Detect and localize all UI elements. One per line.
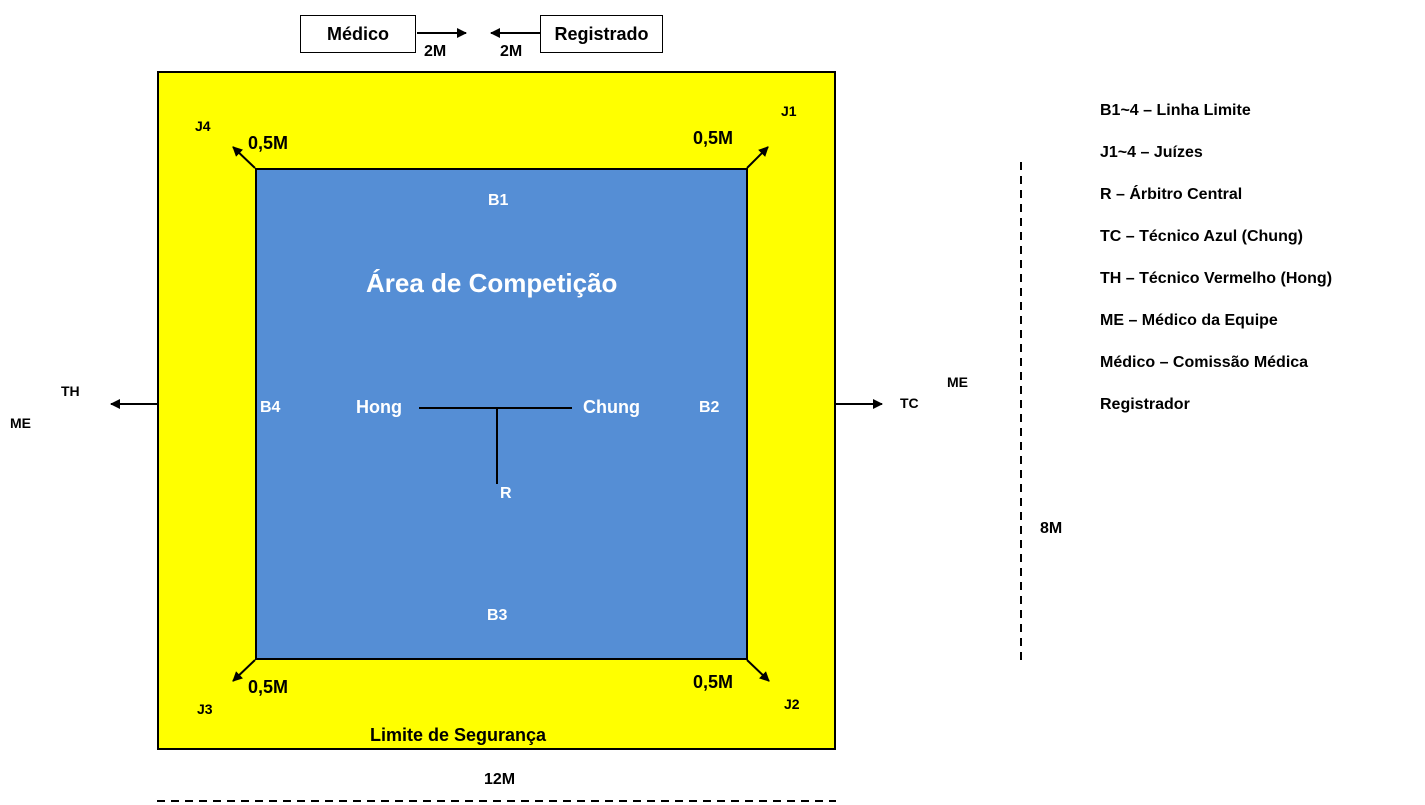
competition-area bbox=[255, 168, 748, 660]
distance-bottom-right: 0,5M bbox=[693, 672, 734, 692]
arrow-bottom-right bbox=[746, 659, 770, 682]
height-dimension-label: 8M bbox=[1040, 520, 1063, 537]
referee-label: R bbox=[500, 485, 512, 502]
legend-item-team-doctor: ME – Médico da Equipe bbox=[1100, 312, 1278, 329]
left-me-label: ME bbox=[10, 415, 31, 431]
registrado-distance: 2M bbox=[500, 43, 523, 60]
medico-distance: 2M bbox=[424, 43, 447, 60]
right-tc-label: TC bbox=[900, 395, 919, 411]
medico-box: Médico bbox=[300, 15, 416, 53]
hong-label: Hong bbox=[356, 397, 402, 417]
judge-j1: J1 bbox=[781, 103, 797, 119]
judge-j2: J2 bbox=[784, 696, 800, 712]
arrow-top-left bbox=[232, 146, 256, 169]
right-me-label: ME bbox=[947, 374, 968, 390]
medico-label: Médico bbox=[326, 23, 389, 44]
width-dimension-label: 12M bbox=[484, 771, 516, 788]
distance-top-left: 0,5M bbox=[248, 133, 289, 153]
registrado-box: Registrado bbox=[540, 15, 663, 53]
registrado-label: Registrado bbox=[554, 23, 649, 44]
legend-item-recorder: Registrador bbox=[1100, 396, 1190, 413]
competition-area-title: Área de Competição bbox=[366, 268, 618, 298]
boundary-b4: B4 bbox=[260, 399, 281, 416]
arrow-top-right bbox=[746, 146, 769, 169]
distance-bottom-left: 0,5M bbox=[248, 677, 289, 697]
legend-item-red-coach: TH – Técnico Vermelho (Hong) bbox=[1100, 270, 1333, 287]
judge-j3: J3 bbox=[197, 701, 213, 717]
left-th-label: TH bbox=[61, 383, 80, 399]
boundary-b2: B2 bbox=[699, 399, 720, 416]
arrow-bottom-left bbox=[232, 659, 256, 682]
legend-item-boundary: B1~4 – Linha Limite bbox=[1100, 102, 1251, 119]
judge-j4: J4 bbox=[195, 118, 211, 134]
distance-top-right: 0,5M bbox=[693, 128, 734, 148]
boundary-b3: B3 bbox=[487, 607, 508, 624]
legend-item-referee: R – Árbitro Central bbox=[1100, 186, 1243, 203]
safety-boundary-label: Limite de Segurança bbox=[370, 725, 547, 745]
boundary-b1: B1 bbox=[488, 192, 509, 209]
legend-item-blue-coach: TC – Técnico Azul (Chung) bbox=[1100, 228, 1303, 245]
chung-label: Chung bbox=[583, 397, 640, 417]
legend-item-judges: J1~4 – Juízes bbox=[1100, 144, 1203, 161]
legend-item-medical-commission: Médico – Comissão Médica bbox=[1100, 354, 1309, 371]
